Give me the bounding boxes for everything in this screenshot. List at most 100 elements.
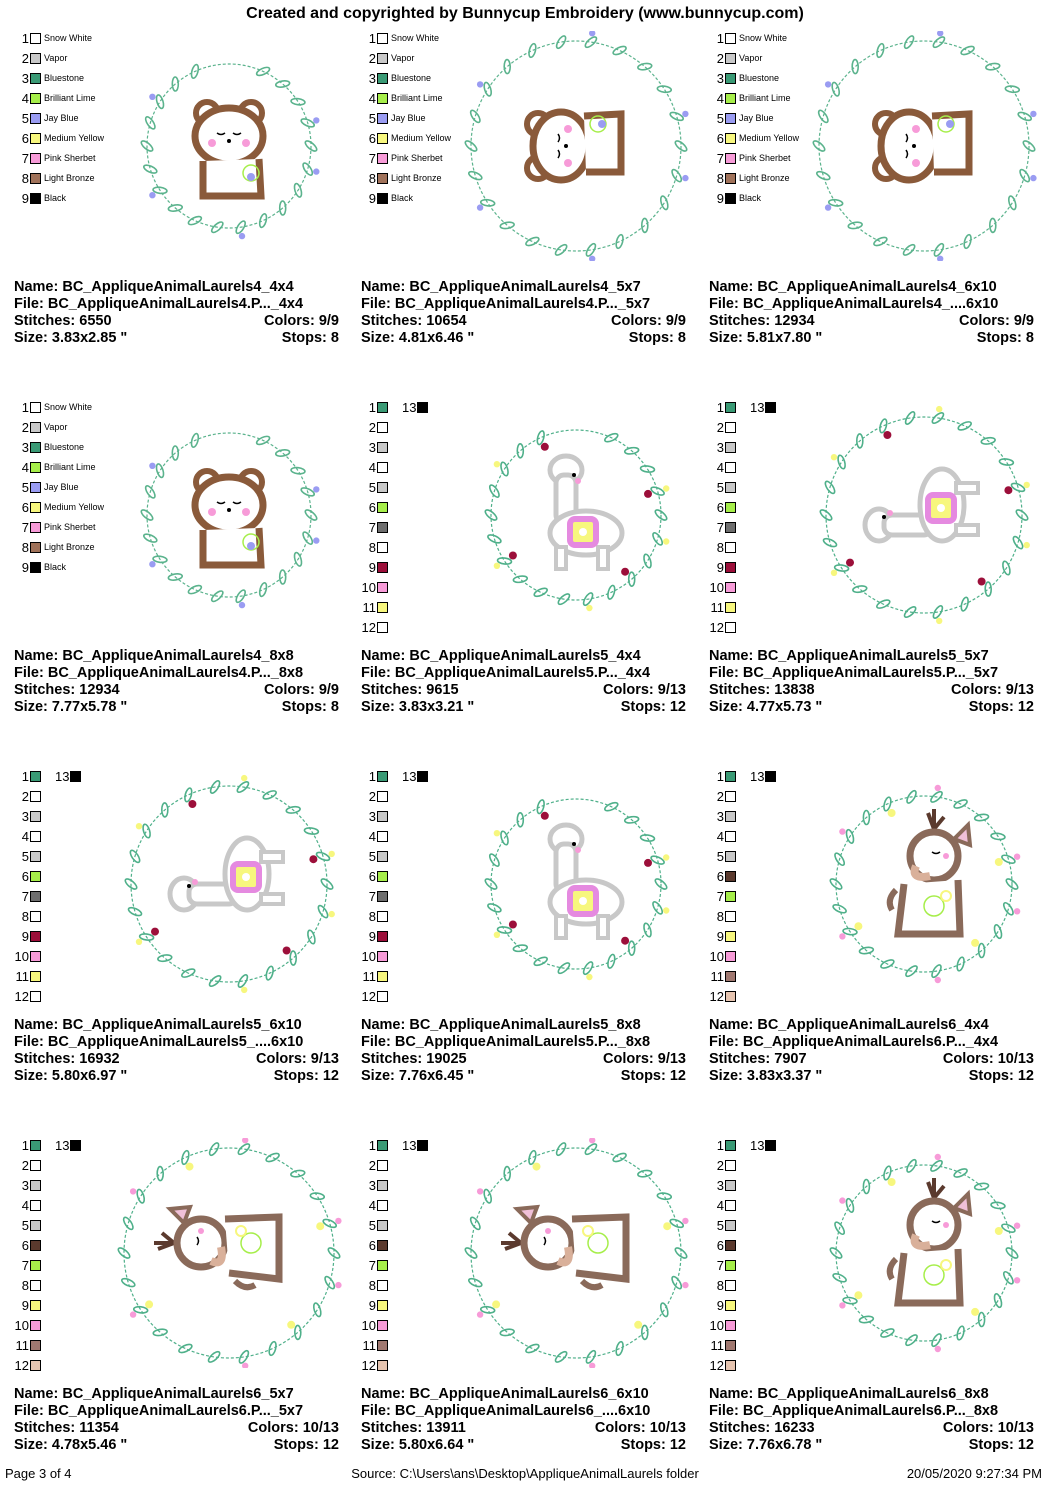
thread-swatch	[725, 910, 736, 922]
stitch-count: Stitches: 6550	[14, 313, 112, 329]
stop-count: Stops: 12	[273, 1437, 339, 1453]
thread-number: 2	[716, 1157, 724, 1173]
thread-row: 7	[361, 887, 388, 905]
thread-name: Medium Yellow	[739, 133, 800, 143]
thread-row: 6	[709, 1236, 736, 1254]
design-size: Size: 3.83x3.21 "	[361, 699, 475, 715]
thread-number: 4	[21, 90, 29, 106]
deer-rotated-icon	[461, 1137, 691, 1373]
thread-row: 8	[361, 538, 388, 556]
thread-swatch	[725, 1259, 736, 1271]
thread-swatch	[377, 1279, 388, 1291]
thread-swatch	[725, 1239, 736, 1251]
color-count: Colors: 9/13	[602, 682, 686, 698]
thread-swatch	[725, 32, 736, 44]
design-card: 1 Snow White 2 Vapor 3 Bluestone 4 Brilliant Li…	[14, 29, 354, 398]
thread-swatch	[725, 501, 736, 513]
thread-number: 1	[716, 399, 724, 415]
design-name: Name: BC_AppliqueAnimalLaurels4_8x8	[14, 648, 294, 664]
thread-number: 13	[55, 768, 70, 784]
thread-number: 1	[716, 768, 724, 784]
thread-swatch	[30, 970, 41, 982]
thread-number: 7	[716, 888, 724, 904]
color-count: Colors: 10/13	[942, 1051, 1034, 1067]
deer-standing-icon	[809, 769, 1039, 1004]
stop-count: Stops: 8	[628, 330, 686, 346]
thread-row: 7 Pink Sherbet	[361, 149, 443, 167]
thread-row: 12	[361, 987, 388, 1005]
thread-number: 5	[368, 848, 376, 864]
thread-row: 10	[361, 1316, 388, 1334]
thread-number: 13	[402, 399, 417, 415]
thread-number: 5	[21, 848, 29, 864]
thread-swatch	[725, 950, 736, 962]
thread-row: 5 Jay Blue	[14, 109, 79, 127]
thread-number: 3	[368, 439, 376, 455]
thread-number: 6	[368, 1237, 376, 1253]
design-file: File: BC_AppliqueAnimalLaurels4.P..._8x8	[14, 665, 304, 681]
thread-swatch	[725, 870, 736, 882]
thread-number: 11	[362, 599, 377, 615]
thread-name: Jay Blue	[739, 113, 774, 123]
thread-number: 7	[368, 150, 376, 166]
design-info: Name: BC_AppliqueAnimalLaurels4_4x4 File:…	[14, 279, 339, 347]
thread-number: 3	[368, 70, 376, 86]
stop-count: Stops: 8	[281, 330, 339, 346]
stitch-count: Stitches: 9615	[361, 682, 459, 698]
thread-number: 12	[14, 1357, 29, 1373]
thread-number: 4	[716, 828, 724, 844]
thread-number: 1	[716, 30, 724, 46]
thread-number: 6	[716, 499, 724, 515]
design-size: Size: 5.80x6.97 "	[14, 1068, 128, 1084]
thread-swatch	[725, 970, 736, 982]
thread-number: 11	[710, 1337, 725, 1353]
thread-row: 9	[709, 558, 736, 576]
thread-row: 3	[14, 807, 41, 825]
thread-number: 1	[21, 1137, 29, 1153]
thread-row: 9	[709, 927, 736, 945]
thread-row: 1 Snow White	[361, 29, 439, 47]
design-size: Size: 4.77x5.73 "	[709, 699, 823, 715]
thread-row: 10	[709, 947, 736, 965]
design-info: Name: BC_AppliqueAnimalLaurels4_8x8 File:…	[14, 648, 339, 716]
thread-swatch	[725, 541, 736, 553]
stitch-count: Stitches: 10654	[361, 313, 467, 329]
thread-row: 8 Light Bronze	[14, 169, 95, 187]
design-file: File: BC_AppliqueAnimalLaurels6.P..._4x4	[709, 1034, 999, 1050]
thread-swatch	[725, 850, 736, 862]
thread-swatch	[30, 441, 41, 453]
design-size: Size: 5.80x6.64 "	[361, 1437, 475, 1453]
thread-number: 7	[368, 519, 376, 535]
thread-swatch	[725, 152, 736, 164]
thread-swatch	[377, 1339, 388, 1351]
thread-row: 6	[361, 498, 388, 516]
thread-number: 8	[368, 170, 376, 186]
thread-number: 3	[368, 1177, 376, 1193]
thread-row: 9 Black	[709, 189, 761, 207]
thread-name: Brilliant Lime	[391, 93, 443, 103]
design-size: Size: 7.77x5.78 "	[14, 699, 128, 715]
thread-number: 2	[716, 50, 724, 66]
thread-row: 6 Medium Yellow	[14, 129, 104, 147]
thread-number: 7	[716, 519, 724, 535]
thread-name: Black	[739, 193, 762, 203]
thread-number: 9	[716, 190, 724, 206]
thread-number: 4	[368, 828, 376, 844]
thread-swatch	[725, 601, 736, 613]
thread-number: 5	[368, 1217, 376, 1233]
thread-number: 12	[14, 988, 29, 1004]
thread-swatch	[377, 421, 388, 433]
design-card: 1 Snow White 2 Vapor 3 Bluestone 4 Brilliant Li…	[709, 29, 1049, 398]
thread-row: 3 Bluestone	[361, 69, 431, 87]
thread-number: 7	[716, 1257, 724, 1273]
thread-name: Medium Yellow	[44, 502, 105, 512]
thread-swatch	[377, 1319, 388, 1331]
thread-number: 6	[368, 499, 376, 515]
thread-name: Snow White	[739, 33, 788, 43]
thread-number: 10	[14, 1317, 29, 1333]
thread-number: 3	[716, 808, 724, 824]
thread-row: 3 Bluestone	[709, 69, 779, 87]
thread-swatch	[30, 501, 41, 513]
thread-name: Bluestone	[391, 73, 432, 83]
thread-swatch	[30, 990, 41, 1002]
